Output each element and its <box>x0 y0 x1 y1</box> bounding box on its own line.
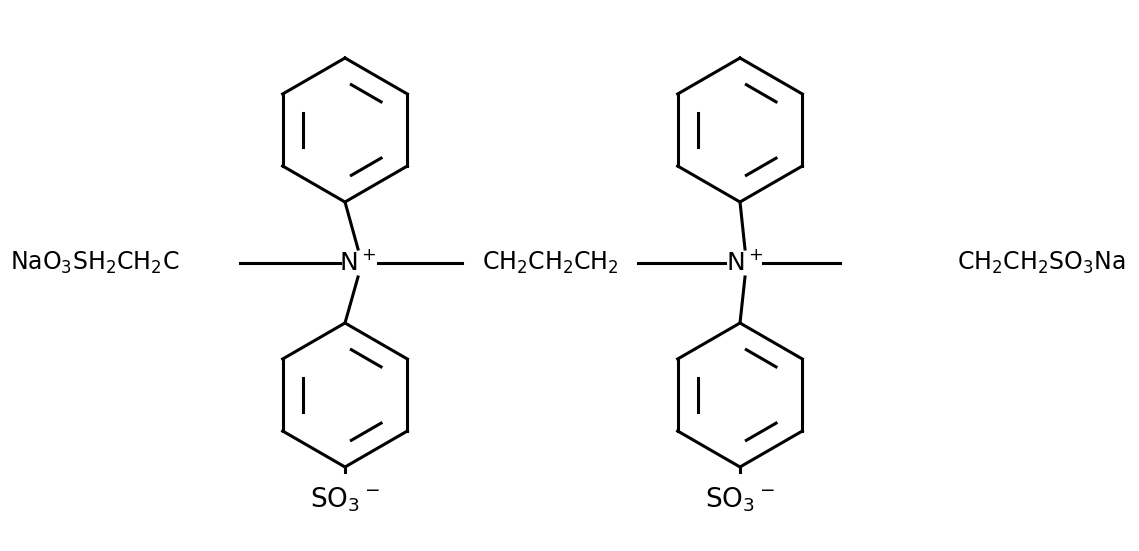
Text: CH$_2$CH$_2$SO$_3$Na: CH$_2$CH$_2$SO$_3$Na <box>957 250 1125 276</box>
Text: SO$_3$$^-$: SO$_3$$^-$ <box>310 486 379 514</box>
Text: SO$_3$$^-$: SO$_3$$^-$ <box>705 486 775 514</box>
Text: N$^+$: N$^+$ <box>727 251 763 276</box>
Text: CH$_2$CH$_2$CH$_2$: CH$_2$CH$_2$CH$_2$ <box>482 250 618 276</box>
Text: NaO$_3$SH$_2$CH$_2$C: NaO$_3$SH$_2$CH$_2$C <box>10 250 180 276</box>
Text: N$^+$: N$^+$ <box>339 251 377 276</box>
